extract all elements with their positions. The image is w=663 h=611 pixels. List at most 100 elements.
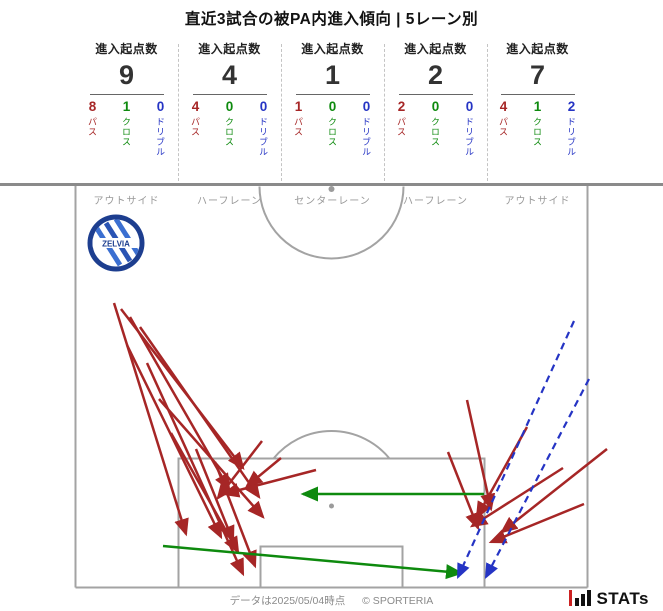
dribble-stat: 0 ドリブル [251, 99, 276, 157]
cross-count: 1 [533, 99, 542, 114]
column-divider [178, 44, 179, 181]
pass-count: 4 [191, 99, 200, 114]
lane-label-outside-right: アウトサイド [504, 196, 571, 207]
entry-arrow-pass [245, 457, 282, 488]
dribble-label: ドリブル [361, 117, 371, 157]
badge-ring [87, 214, 145, 272]
stat-divider [500, 94, 575, 95]
entry-arrow-pass [213, 461, 257, 569]
penalty-spot [329, 503, 334, 509]
dribble-count: 2 [567, 99, 576, 114]
badge-name: ZELVIA [102, 240, 130, 249]
entry-arrow-dribble [484, 378, 590, 579]
cross-label: クロス [327, 117, 337, 147]
cross-stat: 1 クロス [525, 99, 550, 157]
pass-count: 8 [88, 99, 97, 114]
entry-arrow-pass [221, 468, 317, 498]
cross-count: 0 [225, 99, 234, 114]
cross-label: クロス [224, 117, 234, 147]
stat-breakdown: 4 パス 0 クロス 0 ドリブル [178, 99, 281, 157]
pass-stat: 4 パス [183, 99, 208, 157]
dribble-label: ドリブル [155, 117, 165, 157]
dribble-stat: 0 ドリブル [457, 99, 482, 157]
pass-label: パス [498, 117, 508, 137]
entry-arrow-pass [125, 344, 223, 540]
badge-inner [92, 219, 140, 267]
entry-arrow-pass [216, 440, 263, 500]
cross-stat: 0 クロス [423, 99, 448, 157]
copyright: © SPORTERIA [362, 595, 434, 607]
entry-arrow-cross [162, 544, 464, 580]
entry-arrow-pass [488, 502, 585, 544]
dribble-stat: 0 ドリブル [354, 99, 379, 157]
entry-arrow-pass [194, 448, 235, 544]
entry-arrow-pass [469, 466, 564, 528]
entry-arrow-pass [145, 362, 245, 577]
stat-breakdown: 4 パス 1 クロス 2 ドリブル [487, 99, 588, 157]
stat-divider [89, 94, 164, 95]
pass-label: パス [87, 117, 97, 137]
column-divider [384, 44, 385, 181]
lane-label-outside-left: アウトサイド [93, 196, 160, 207]
entry-origin-total: 9 [118, 60, 135, 90]
pass-stat: 1 パス [286, 99, 311, 157]
stat-breakdown: 2 パス 0 クロス 0 ドリブル [384, 99, 487, 157]
cross-label: クロス [121, 117, 131, 147]
lane-label-center: センターレーン [294, 196, 371, 207]
stat-breakdown: 1 パス 0 クロス 0 ドリブル [281, 99, 384, 157]
entry-arrow-pass [500, 448, 608, 534]
lane-stats-center: 進入起点数 1 1 パス 0 クロス 0 ドリブル [281, 40, 384, 184]
entry-arrow-pass [158, 398, 265, 519]
entry-arrow-dribble [456, 320, 576, 580]
pass-count: 4 [499, 99, 508, 114]
dribble-stat: 2 ドリブル [559, 99, 584, 157]
club-badge: ZELVIA [87, 214, 145, 272]
cross-stat: 0 クロス [217, 99, 242, 157]
stat-breakdown: 8 パス 1 クロス 0 ドリブル [75, 99, 178, 157]
dribble-label: ドリブル [258, 117, 268, 157]
dribble-count: 0 [465, 99, 474, 114]
stats-logo-text: STATs [596, 589, 649, 608]
footer-note: データは2025/05/04時点 © SPORTERIA [0, 593, 663, 608]
lane-stats-half-right: 進入起点数 2 2 パス 0 クロス 0 ドリブル [384, 40, 487, 184]
stat-header: 進入起点数 [95, 42, 158, 56]
lane-stats-half-left: 進入起点数 4 4 パス 0 クロス 0 ドリブル [178, 40, 281, 184]
pass-label: パス [190, 117, 200, 137]
stat-header: 進入起点数 [404, 42, 467, 56]
cross-label: クロス [532, 117, 542, 147]
dribble-label: ドリブル [566, 117, 576, 157]
pass-count: 1 [294, 99, 303, 114]
entry-arrow-pass [465, 399, 496, 512]
pass-stat: 4 パス [491, 99, 516, 157]
pass-count: 2 [397, 99, 406, 114]
column-divider [281, 44, 282, 181]
cross-count: 0 [328, 99, 337, 114]
column-divider [487, 44, 488, 181]
entry-origin-total: 1 [324, 60, 341, 90]
pass-label: パス [396, 117, 406, 137]
entry-origin-total: 2 [427, 60, 444, 90]
pitch-top-border [0, 183, 663, 186]
stat-header: 進入起点数 [506, 42, 569, 56]
stat-header: 進入起点数 [301, 42, 364, 56]
entry-arrow-pass [112, 302, 189, 537]
dribble-count: 0 [259, 99, 268, 114]
entry-arrow-pass [128, 316, 231, 492]
cross-label: クロス [430, 117, 440, 147]
dribble-stat: 0 ドリブル [148, 99, 173, 157]
cross-stat: 0 クロス [320, 99, 345, 157]
data-date-note: データは2025/05/04時点 [229, 595, 346, 607]
stat-divider [398, 94, 473, 95]
stat-divider [295, 94, 370, 95]
dribble-count: 0 [362, 99, 371, 114]
pass-label: パス [293, 117, 303, 137]
entry-arrow-pass [169, 432, 240, 555]
dribble-count: 0 [156, 99, 165, 114]
page-title: 直近3試合の被PA内進入傾向 | 5レーン別 [184, 11, 479, 28]
lane-stats-outside-right: 進入起点数 7 4 パス 1 クロス 2 ドリブル [487, 40, 588, 184]
entry-arrow-pass [446, 451, 480, 531]
cross-stat: 1 クロス [114, 99, 139, 157]
penalty-arc [272, 430, 391, 460]
dribble-label: ドリブル [464, 117, 474, 157]
entry-origin-total: 7 [529, 60, 546, 90]
